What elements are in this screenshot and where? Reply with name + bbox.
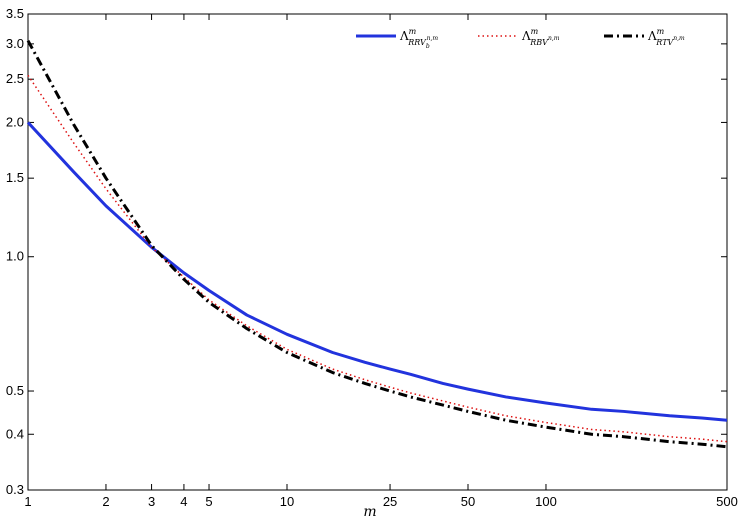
- y-tick-label: 0.3: [6, 482, 24, 497]
- legend-label-1: Λm RRVbn,m: [399, 27, 438, 50]
- y-tick-label: 3.5: [6, 6, 24, 21]
- x-axis: 1 2 3 4 5 10 25 50 100 500: [24, 14, 738, 509]
- legend-subsup: n,m: [673, 35, 685, 42]
- legend-subsup: n,m: [427, 35, 439, 42]
- y-tick-label: 0.5: [6, 383, 24, 398]
- series-line-1: [26, 121, 728, 422]
- y-tick-label: 1.5: [6, 170, 24, 185]
- y-tick-label: 1.0: [6, 249, 24, 264]
- legend-sub: RRV: [407, 38, 427, 47]
- legend-sup: m: [409, 27, 417, 36]
- x-tick-label: 1: [24, 494, 31, 509]
- x-tick-label: 500: [716, 494, 738, 509]
- legend-label-2: Λm RBVn,m: [521, 27, 560, 47]
- x-tick-label: 4: [180, 494, 187, 509]
- x-tick-label: 50: [461, 494, 475, 509]
- legend-base: Λ: [521, 29, 531, 43]
- x-axis-title: m: [363, 504, 376, 520]
- x-tick-label: 5: [205, 494, 212, 509]
- x-tick-label: 100: [535, 494, 557, 509]
- legend-subsup: n,m: [548, 35, 560, 42]
- legend-sup: m: [657, 27, 665, 36]
- x-tick-label: 25: [383, 494, 397, 509]
- legend-base: Λ: [399, 29, 409, 43]
- legend: Λm RRVbn,m Λm RBVn,m Λm RTVn,m: [356, 27, 685, 50]
- legend-label-3: Λm RTVn,m: [647, 27, 685, 47]
- legend-sup: m: [531, 27, 539, 36]
- legend-base: Λ: [647, 29, 657, 43]
- y-tick-label: 2.0: [6, 114, 24, 129]
- series-lines: [26, 39, 728, 449]
- x-tick-label: 2: [102, 494, 109, 509]
- y-tick-label: 0.4: [6, 426, 24, 441]
- x-tick-label: 3: [148, 494, 155, 509]
- legend-subsub: b: [426, 43, 430, 50]
- legend-sub: RBV: [529, 38, 549, 47]
- x-tick-label: 10: [280, 494, 294, 509]
- legend-sub: RTV: [655, 38, 674, 47]
- series-line-3: [26, 39, 728, 449]
- y-tick-label: 2.5: [6, 71, 24, 86]
- y-axis: 0.3 0.4 0.5 1.0 1.5 2.0 2.5 3.0 3.5: [6, 6, 727, 497]
- y-tick-label: 3.0: [6, 36, 24, 51]
- series-line-2: [27, 74, 728, 443]
- plot-frame: [27, 13, 728, 491]
